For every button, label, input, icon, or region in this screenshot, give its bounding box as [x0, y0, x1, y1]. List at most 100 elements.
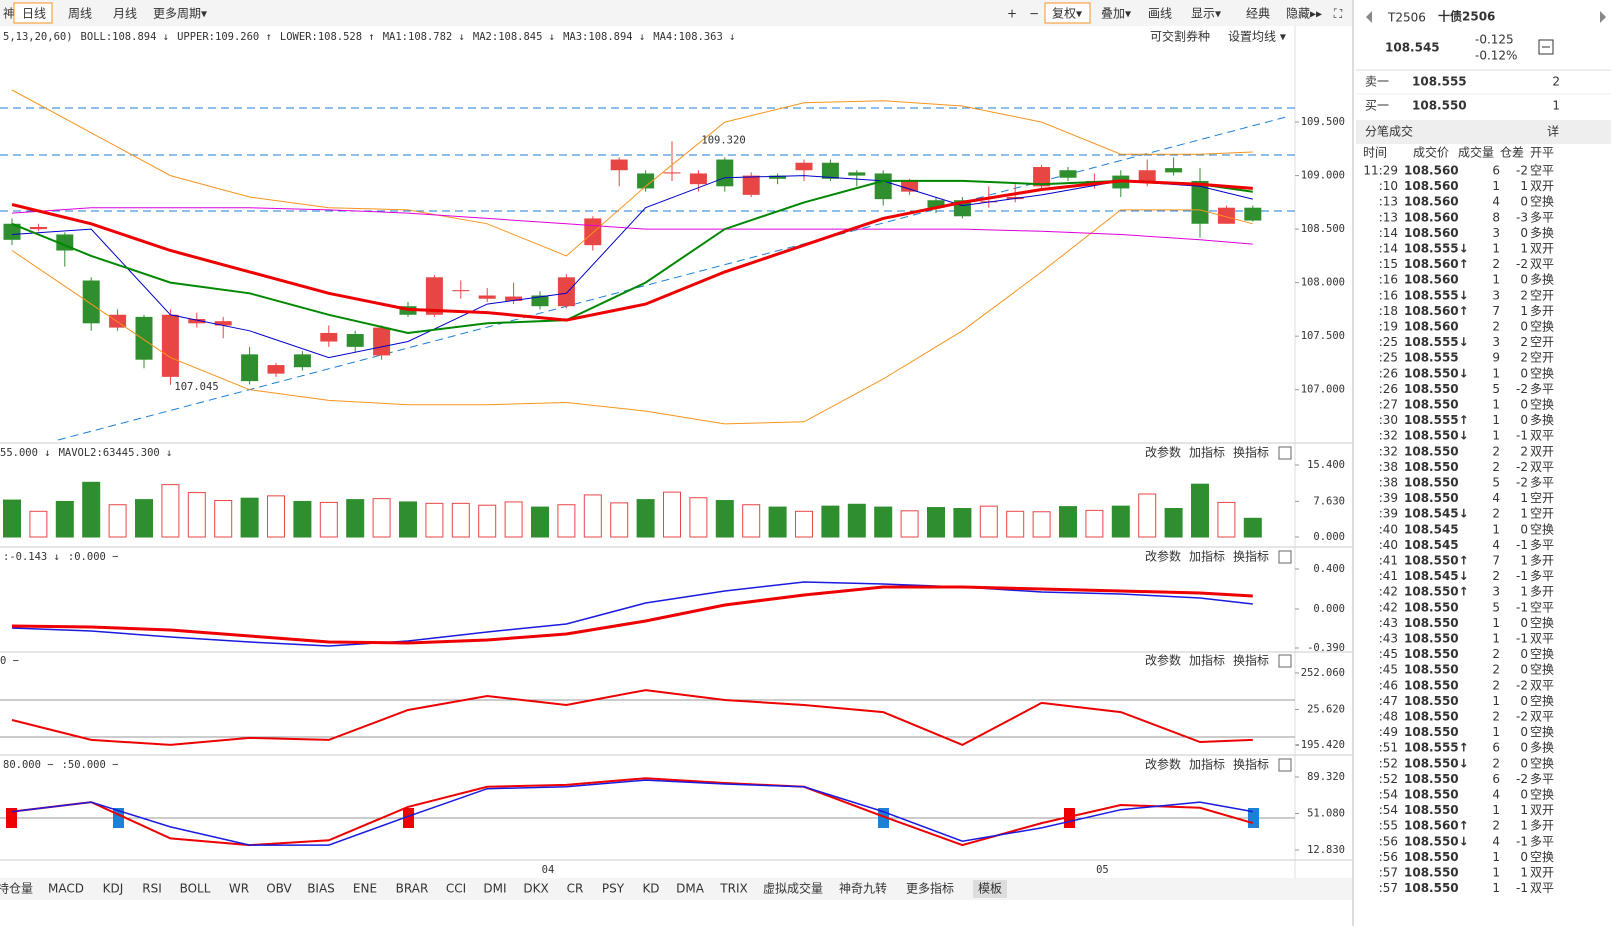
candle-body — [82, 280, 100, 324]
indicator-tab[interactable]: KD — [642, 882, 659, 896]
trade-time: :14 — [1379, 242, 1398, 256]
toolbar-button[interactable]: 日线 — [22, 7, 46, 21]
toolbar-button[interactable]: ⛶ — [1333, 7, 1343, 21]
toolbar-button[interactable]: 复权▾ — [1052, 7, 1082, 21]
trade-volume: 6 — [1492, 772, 1500, 786]
trade-time: :45 — [1379, 647, 1398, 661]
toolbar-button[interactable]: 更多周期▾ — [153, 7, 207, 21]
trade-diff: 1 — [1520, 803, 1528, 817]
trade-volume: 4 — [1492, 195, 1500, 209]
indicator-tab[interactable]: ENE — [353, 882, 377, 896]
panel-button[interactable]: 改参数 — [1145, 445, 1181, 460]
panel-button[interactable]: 加指标 — [1189, 757, 1225, 772]
panel-button[interactable]: 加指标 — [1189, 653, 1225, 668]
close-panel[interactable] — [1278, 446, 1292, 460]
volume-bar — [1243, 517, 1262, 538]
panel-button[interactable]: 改参数 — [1145, 549, 1181, 564]
indicator-tab[interactable]: TRIX — [719, 882, 747, 896]
trade-volume: 7 — [1492, 554, 1500, 568]
legend-button[interactable]: 可交割券种 — [1150, 29, 1210, 44]
indicator-tab[interactable]: BRAR — [396, 882, 429, 896]
toolbar-button[interactable]: 经典 — [1246, 7, 1270, 21]
collapse-icon[interactable] — [1538, 39, 1554, 55]
trade-type: 多开 — [1530, 304, 1554, 318]
trade-volume: 2 — [1492, 320, 1500, 334]
indicator-tab[interactable]: 神奇九转 — [839, 881, 887, 896]
volume-bar — [55, 500, 74, 538]
trade-type: 空换 — [1530, 616, 1554, 630]
toolbar-button[interactable]: 显示▾ — [1191, 7, 1221, 21]
close-panel[interactable] — [1278, 654, 1292, 668]
indicator-tab[interactable]: OBV — [266, 882, 292, 896]
trade-volume: 1 — [1492, 632, 1500, 646]
trade-price: 108.550 — [1404, 398, 1459, 412]
volume-bar — [1111, 505, 1130, 538]
indicator-tab[interactable]: CCI — [446, 882, 466, 896]
toolbar-button[interactable]: 叠加▾ — [1101, 7, 1131, 21]
candle-body — [769, 175, 787, 179]
toolbar-button[interactable]: − — [1029, 7, 1039, 21]
trade-volume: 3 — [1492, 585, 1500, 599]
volume-bar — [161, 484, 180, 538]
legend-button[interactable]: 设置均线 ▾ — [1228, 30, 1286, 44]
x-tick-label: 04 — [542, 864, 555, 876]
indicator-tab[interactable]: KDJ — [103, 882, 124, 896]
panel-button[interactable]: 换指标 — [1233, 445, 1269, 460]
indicator-tab[interactable]: 更多指标 — [906, 881, 954, 896]
trade-price: 108.550 — [1404, 382, 1459, 396]
volume-bar — [425, 502, 444, 538]
panel-button[interactable]: 换指标 — [1233, 549, 1269, 564]
trade-volume: 1 — [1492, 273, 1500, 287]
indicator-tab[interactable]: DMI — [483, 882, 506, 896]
indicator-tab[interactable]: PSY — [602, 882, 625, 896]
trade-volume: 2 — [1492, 647, 1500, 661]
next-arrow[interactable] — [1600, 11, 1606, 23]
indicator-tab[interactable]: WR — [229, 882, 249, 896]
prev-arrow[interactable] — [1366, 11, 1372, 23]
trade-volume: 7 — [1492, 304, 1500, 318]
toolbar-button[interactable]: 神 — [3, 7, 15, 21]
panel-button[interactable]: 改参数 — [1145, 757, 1181, 772]
cci-levels — [0, 699, 1295, 738]
trade-time: :16 — [1379, 273, 1398, 287]
selected-tab — [973, 880, 1007, 898]
indicator-tab[interactable]: BIAS — [307, 882, 335, 896]
indicator-tab[interactable]: DKX — [523, 882, 548, 896]
indicator-tab[interactable]: 持仓量 — [0, 881, 33, 896]
detail-button[interactable]: 详 — [1547, 124, 1559, 139]
panel-button[interactable]: 加指标 — [1189, 549, 1225, 564]
indicator-tab[interactable]: 模板 — [978, 882, 1002, 896]
candle-body — [3, 223, 21, 240]
indicator-tab[interactable]: 虚拟成交量 — [763, 881, 823, 896]
trade-price: 108.550 — [1404, 694, 1459, 708]
toolbar-button[interactable]: + — [1007, 7, 1017, 21]
trade-time: :45 — [1379, 663, 1398, 677]
panel-button[interactable]: 换指标 — [1233, 757, 1269, 772]
price-change: -0.125 — [1475, 33, 1514, 47]
trade-price: 108.555↑ — [1404, 741, 1469, 755]
panel-button[interactable]: 换指标 — [1233, 653, 1269, 668]
annotation: 107.045 — [174, 381, 218, 393]
y-tick-label: 0.000 — [1313, 531, 1345, 543]
trade-type: 多换 — [1530, 226, 1554, 240]
panel-button[interactable]: 改参数 — [1145, 653, 1181, 668]
toolbar-button[interactable]: 周线 — [68, 7, 92, 21]
candle-body — [901, 180, 919, 192]
trade-volume: 1 — [1492, 366, 1500, 380]
indicator-tab[interactable]: BOLL — [180, 882, 211, 896]
trade-diff: 2 — [1520, 351, 1528, 365]
indicator-tab[interactable]: CR — [567, 882, 584, 896]
indicator-tab[interactable]: MACD — [48, 882, 84, 896]
candle-body — [848, 172, 866, 176]
toolbar-button[interactable]: 月线 — [113, 7, 137, 21]
close-panel[interactable] — [1278, 550, 1292, 564]
toolbar-button[interactable]: 画线 — [1148, 7, 1172, 21]
trade-volume: 2 — [1492, 756, 1500, 770]
panel-button[interactable]: 加指标 — [1189, 445, 1225, 460]
indicator-tab[interactable]: RSI — [142, 882, 162, 896]
close-panel[interactable] — [1278, 758, 1292, 772]
trade-volume: 2 — [1492, 819, 1500, 833]
toolbar-button[interactable]: 隐藏▸▸ — [1286, 7, 1322, 21]
candle-body — [1165, 168, 1183, 173]
indicator-tab[interactable]: DMA — [676, 882, 705, 896]
